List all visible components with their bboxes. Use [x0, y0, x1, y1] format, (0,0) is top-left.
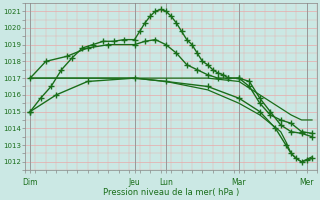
- X-axis label: Pression niveau de la mer( hPa ): Pression niveau de la mer( hPa ): [103, 188, 239, 197]
